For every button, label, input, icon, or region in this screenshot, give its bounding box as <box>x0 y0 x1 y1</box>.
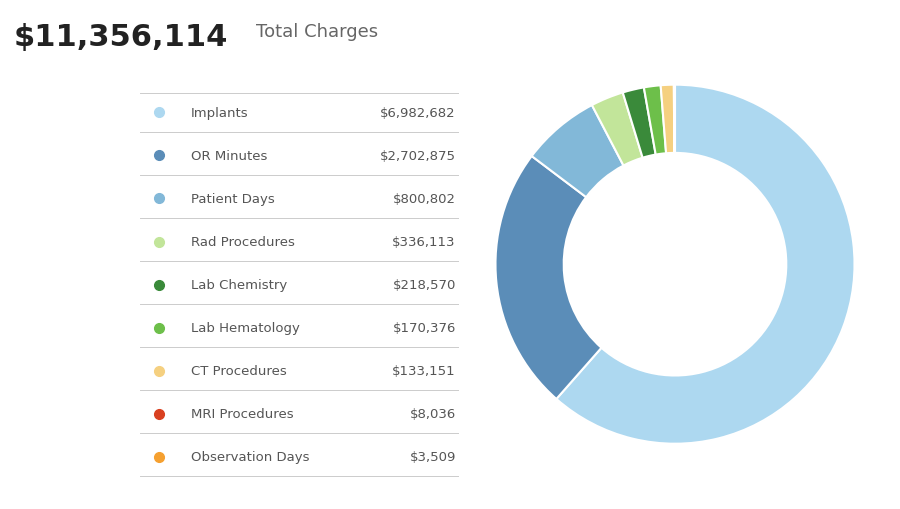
Text: $6,982,682: $6,982,682 <box>380 106 455 120</box>
Wedge shape <box>496 157 601 399</box>
Text: Rad Procedures: Rad Procedures <box>191 236 294 248</box>
Text: Lab Chemistry: Lab Chemistry <box>191 278 287 292</box>
Wedge shape <box>592 93 643 166</box>
Text: Observation Days: Observation Days <box>191 450 309 464</box>
Text: $133,151: $133,151 <box>392 364 455 378</box>
Wedge shape <box>644 86 666 155</box>
Wedge shape <box>623 88 656 158</box>
Wedge shape <box>674 86 675 154</box>
Wedge shape <box>532 106 624 198</box>
Text: $2,702,875: $2,702,875 <box>380 150 455 162</box>
Text: $170,376: $170,376 <box>392 322 455 334</box>
Text: Implants: Implants <box>191 106 248 120</box>
Wedge shape <box>556 86 854 444</box>
Wedge shape <box>661 86 674 154</box>
Text: Lab Hematology: Lab Hematology <box>191 322 300 334</box>
Text: Total Charges: Total Charges <box>256 23 379 41</box>
Text: $336,113: $336,113 <box>392 236 455 248</box>
Text: CT Procedures: CT Procedures <box>191 364 286 378</box>
Text: OR Minutes: OR Minutes <box>191 150 267 162</box>
Text: MRI Procedures: MRI Procedures <box>191 408 293 420</box>
Text: $3,509: $3,509 <box>410 450 455 464</box>
Text: $218,570: $218,570 <box>392 278 455 292</box>
Text: $11,356,114: $11,356,114 <box>14 23 228 52</box>
Text: $8,036: $8,036 <box>410 408 455 420</box>
Text: Patient Days: Patient Days <box>191 192 274 206</box>
Text: $800,802: $800,802 <box>392 192 455 206</box>
